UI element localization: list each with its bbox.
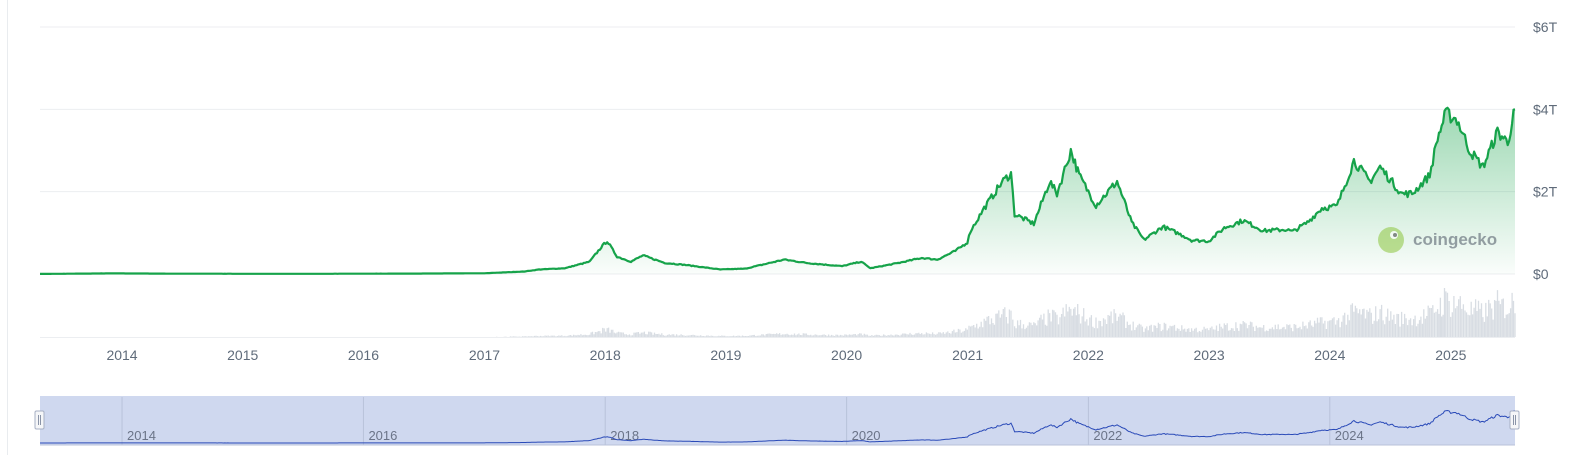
volume-bars bbox=[496, 288, 1516, 337]
market-cap-line bbox=[40, 106, 1516, 275]
gecko-logo-icon bbox=[1378, 227, 1404, 253]
volume-series bbox=[496, 288, 1516, 337]
market-cap-area bbox=[40, 107, 1515, 274]
x-tick-label: 2019 bbox=[710, 347, 741, 363]
x-tick-label: 2018 bbox=[590, 347, 621, 363]
navigator-tick-label: 2024 bbox=[1335, 428, 1364, 443]
coingecko-watermark: coingecko bbox=[1378, 227, 1497, 253]
navigator-tick-label: 2018 bbox=[610, 428, 639, 443]
x-tick-label: 2024 bbox=[1314, 347, 1345, 363]
navigator-tick-label: 2016 bbox=[368, 428, 397, 443]
range-navigator[interactable]: 2014 2016 2018 2020 2022 2024 bbox=[34, 396, 1520, 446]
y-tick-label: $0 bbox=[1533, 266, 1549, 282]
x-tick-label: 2020 bbox=[831, 347, 862, 363]
left-divider bbox=[7, 0, 8, 455]
y-axis-labels: $0 $2T $4T $6T bbox=[1533, 19, 1558, 282]
navigator-grid bbox=[121, 397, 1331, 445]
navigator-tick-label: 2022 bbox=[1093, 428, 1122, 443]
x-axis-labels: 2014 2015 2016 2017 2018 2019 2020 2021 2022 2023… bbox=[106, 347, 1466, 363]
gecko-pupil-icon bbox=[1393, 233, 1397, 237]
x-tick-label: 2017 bbox=[469, 347, 500, 363]
x-tick-label: 2015 bbox=[227, 347, 258, 363]
y-tick-label: $2T bbox=[1533, 184, 1558, 200]
navigator-right-handle[interactable] bbox=[1509, 410, 1520, 430]
x-tick-label: 2014 bbox=[106, 347, 137, 363]
y-tick-label: $4T bbox=[1533, 101, 1558, 117]
y-grid bbox=[40, 26, 1515, 338]
watermark-text: coingecko bbox=[1413, 230, 1497, 249]
x-tick-label: 2025 bbox=[1435, 347, 1466, 363]
navigator-labels: 2014 2016 2018 2020 2022 2024 bbox=[127, 428, 1364, 443]
x-tick-label: 2021 bbox=[952, 347, 983, 363]
navigator-left-handle[interactable] bbox=[34, 410, 45, 430]
navigator-tick-label: 2014 bbox=[127, 428, 156, 443]
x-tick-label: 2023 bbox=[1194, 347, 1225, 363]
x-tick-label: 2016 bbox=[348, 347, 379, 363]
x-tick-label: 2022 bbox=[1073, 347, 1104, 363]
navigator-tick-label: 2020 bbox=[852, 428, 881, 443]
navigator-selection[interactable] bbox=[40, 396, 1515, 445]
navigator-line bbox=[40, 409, 1516, 444]
y-tick-label: $6T bbox=[1533, 19, 1558, 35]
